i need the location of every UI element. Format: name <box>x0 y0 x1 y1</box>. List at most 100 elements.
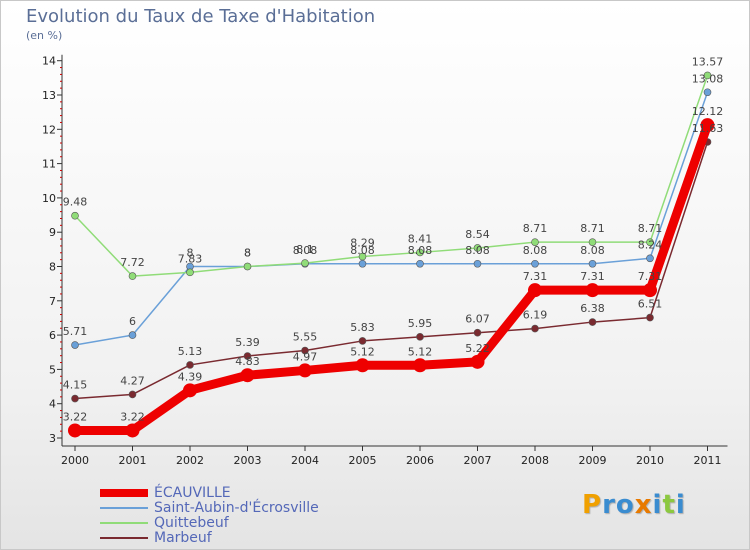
x-tick-label: 2005 <box>349 454 377 467</box>
data-point <box>646 238 654 246</box>
data-point <box>416 259 424 268</box>
data-point <box>301 259 309 267</box>
y-tick-label: 10 <box>42 192 56 205</box>
data-label: 6.19 <box>523 309 548 322</box>
legend-swatch-saint-aubin <box>100 507 148 509</box>
x-tick-label: 2003 <box>234 454 262 467</box>
legend-item-ecauville: ÉCAUVILLE <box>100 485 360 501</box>
y-tick-label: 5 <box>49 363 56 376</box>
series-line-0 <box>70 120 712 435</box>
data-label: 13.57 <box>692 55 724 68</box>
data-label: 8 <box>244 247 251 260</box>
data-point <box>68 423 82 438</box>
x-tick-label: 2011 <box>694 454 722 467</box>
y-tick-label: 8 <box>49 261 56 274</box>
data-label: 3.22 <box>63 410 88 423</box>
data-label: 4.39 <box>178 370 203 383</box>
data-point <box>531 259 539 268</box>
x-tick-label: 2004 <box>291 454 319 467</box>
data-label: 6.51 <box>638 298 663 311</box>
data-point <box>588 318 597 326</box>
data-label: 8.08 <box>293 244 318 257</box>
data-label: 8.71 <box>638 222 663 235</box>
series-line-3 <box>74 141 709 400</box>
x-tick-label: 2009 <box>579 454 607 467</box>
y-tick-label: 3 <box>49 432 56 445</box>
y-tick-label: 12 <box>42 123 56 136</box>
data-label: 5.12 <box>408 345 433 358</box>
legend-swatch-quittebeuf <box>100 522 148 524</box>
x-tick-label: 2007 <box>464 454 492 467</box>
legend-label-ecauville: ÉCAUVILLE <box>154 485 231 501</box>
data-point <box>71 341 79 349</box>
data-point <box>128 390 137 399</box>
logo-letter: o <box>615 490 635 520</box>
data-point <box>243 262 252 271</box>
data-label: 6.38 <box>580 302 605 315</box>
data-point <box>531 324 539 333</box>
data-label: 5.12 <box>350 345 375 358</box>
legend-swatch-ecauville <box>100 489 148 497</box>
data-label: 8.41 <box>408 232 433 245</box>
y-tick-label: 9 <box>49 226 56 239</box>
data-point <box>186 268 194 277</box>
legend-item-saint-aubin: Saint-Aubin-d'Écrosville <box>100 500 360 516</box>
data-label: 4.97 <box>293 350 318 363</box>
data-point <box>71 394 79 403</box>
data-point <box>700 118 715 133</box>
x-tick-label: 2008 <box>521 454 549 467</box>
data-label: 5.13 <box>178 345 203 358</box>
y-tick-label: 7 <box>49 295 56 308</box>
proxiti-logo[interactable]: Proxiti <box>582 490 686 520</box>
data-point <box>528 283 542 298</box>
data-point <box>473 244 482 252</box>
data-point <box>470 354 485 369</box>
data-label: 9.48 <box>63 196 88 209</box>
data-label: 6 <box>129 315 136 328</box>
legend-item-quittebeuf: Quittebeuf <box>100 515 360 531</box>
data-label: 8.08 <box>580 244 605 257</box>
data-point <box>358 259 367 268</box>
data-label: 12.12 <box>692 105 724 118</box>
data-label: 4.27 <box>120 374 145 387</box>
data-point <box>646 254 654 263</box>
data-point <box>416 248 424 257</box>
data-point <box>473 328 482 337</box>
data-label: 7.72 <box>120 256 145 269</box>
chart-title: Evolution du Taux de Taxe d'Habitation <box>26 6 376 27</box>
y-tick-label: 6 <box>49 329 56 342</box>
data-label: 11.63 <box>692 122 724 135</box>
legend-label-marbeuf: Marbeuf <box>154 530 212 546</box>
data-label: 8.71 <box>580 222 605 235</box>
data-point <box>71 211 79 220</box>
data-point <box>128 331 137 339</box>
x-tick-label: 2001 <box>119 454 147 467</box>
data-label: 8.54 <box>465 228 490 241</box>
data-label: 5.71 <box>63 325 88 338</box>
legend-label-saint-aubin: Saint-Aubin-d'Écrosville <box>154 500 319 516</box>
data-point <box>585 283 600 298</box>
data-label: 4.15 <box>63 379 88 392</box>
data-label: 5.95 <box>408 317 433 330</box>
data-point <box>473 259 482 268</box>
data-label: 8.71 <box>523 222 548 235</box>
data-point <box>301 346 309 355</box>
logo-letter: P <box>582 490 603 520</box>
y-tick-label: 13 <box>42 89 56 102</box>
legend-item-marbeuf: Marbeuf <box>100 530 360 546</box>
legend-swatch-marbeuf <box>100 537 148 539</box>
data-label: 8.29 <box>350 237 375 250</box>
data-point <box>531 238 539 246</box>
data-label: 5.39 <box>235 336 260 349</box>
data-point <box>413 358 427 373</box>
data-label: 8.24 <box>638 238 663 251</box>
data-label: 3.22 <box>120 410 145 423</box>
data-point <box>355 358 370 373</box>
y-tick-label: 4 <box>49 398 56 411</box>
logo-letter: i <box>652 490 663 520</box>
chart-subtitle: (en %) <box>26 29 63 42</box>
data-label: 7.31 <box>523 270 548 283</box>
data-label: 8 <box>187 247 194 260</box>
data-point <box>646 313 654 322</box>
